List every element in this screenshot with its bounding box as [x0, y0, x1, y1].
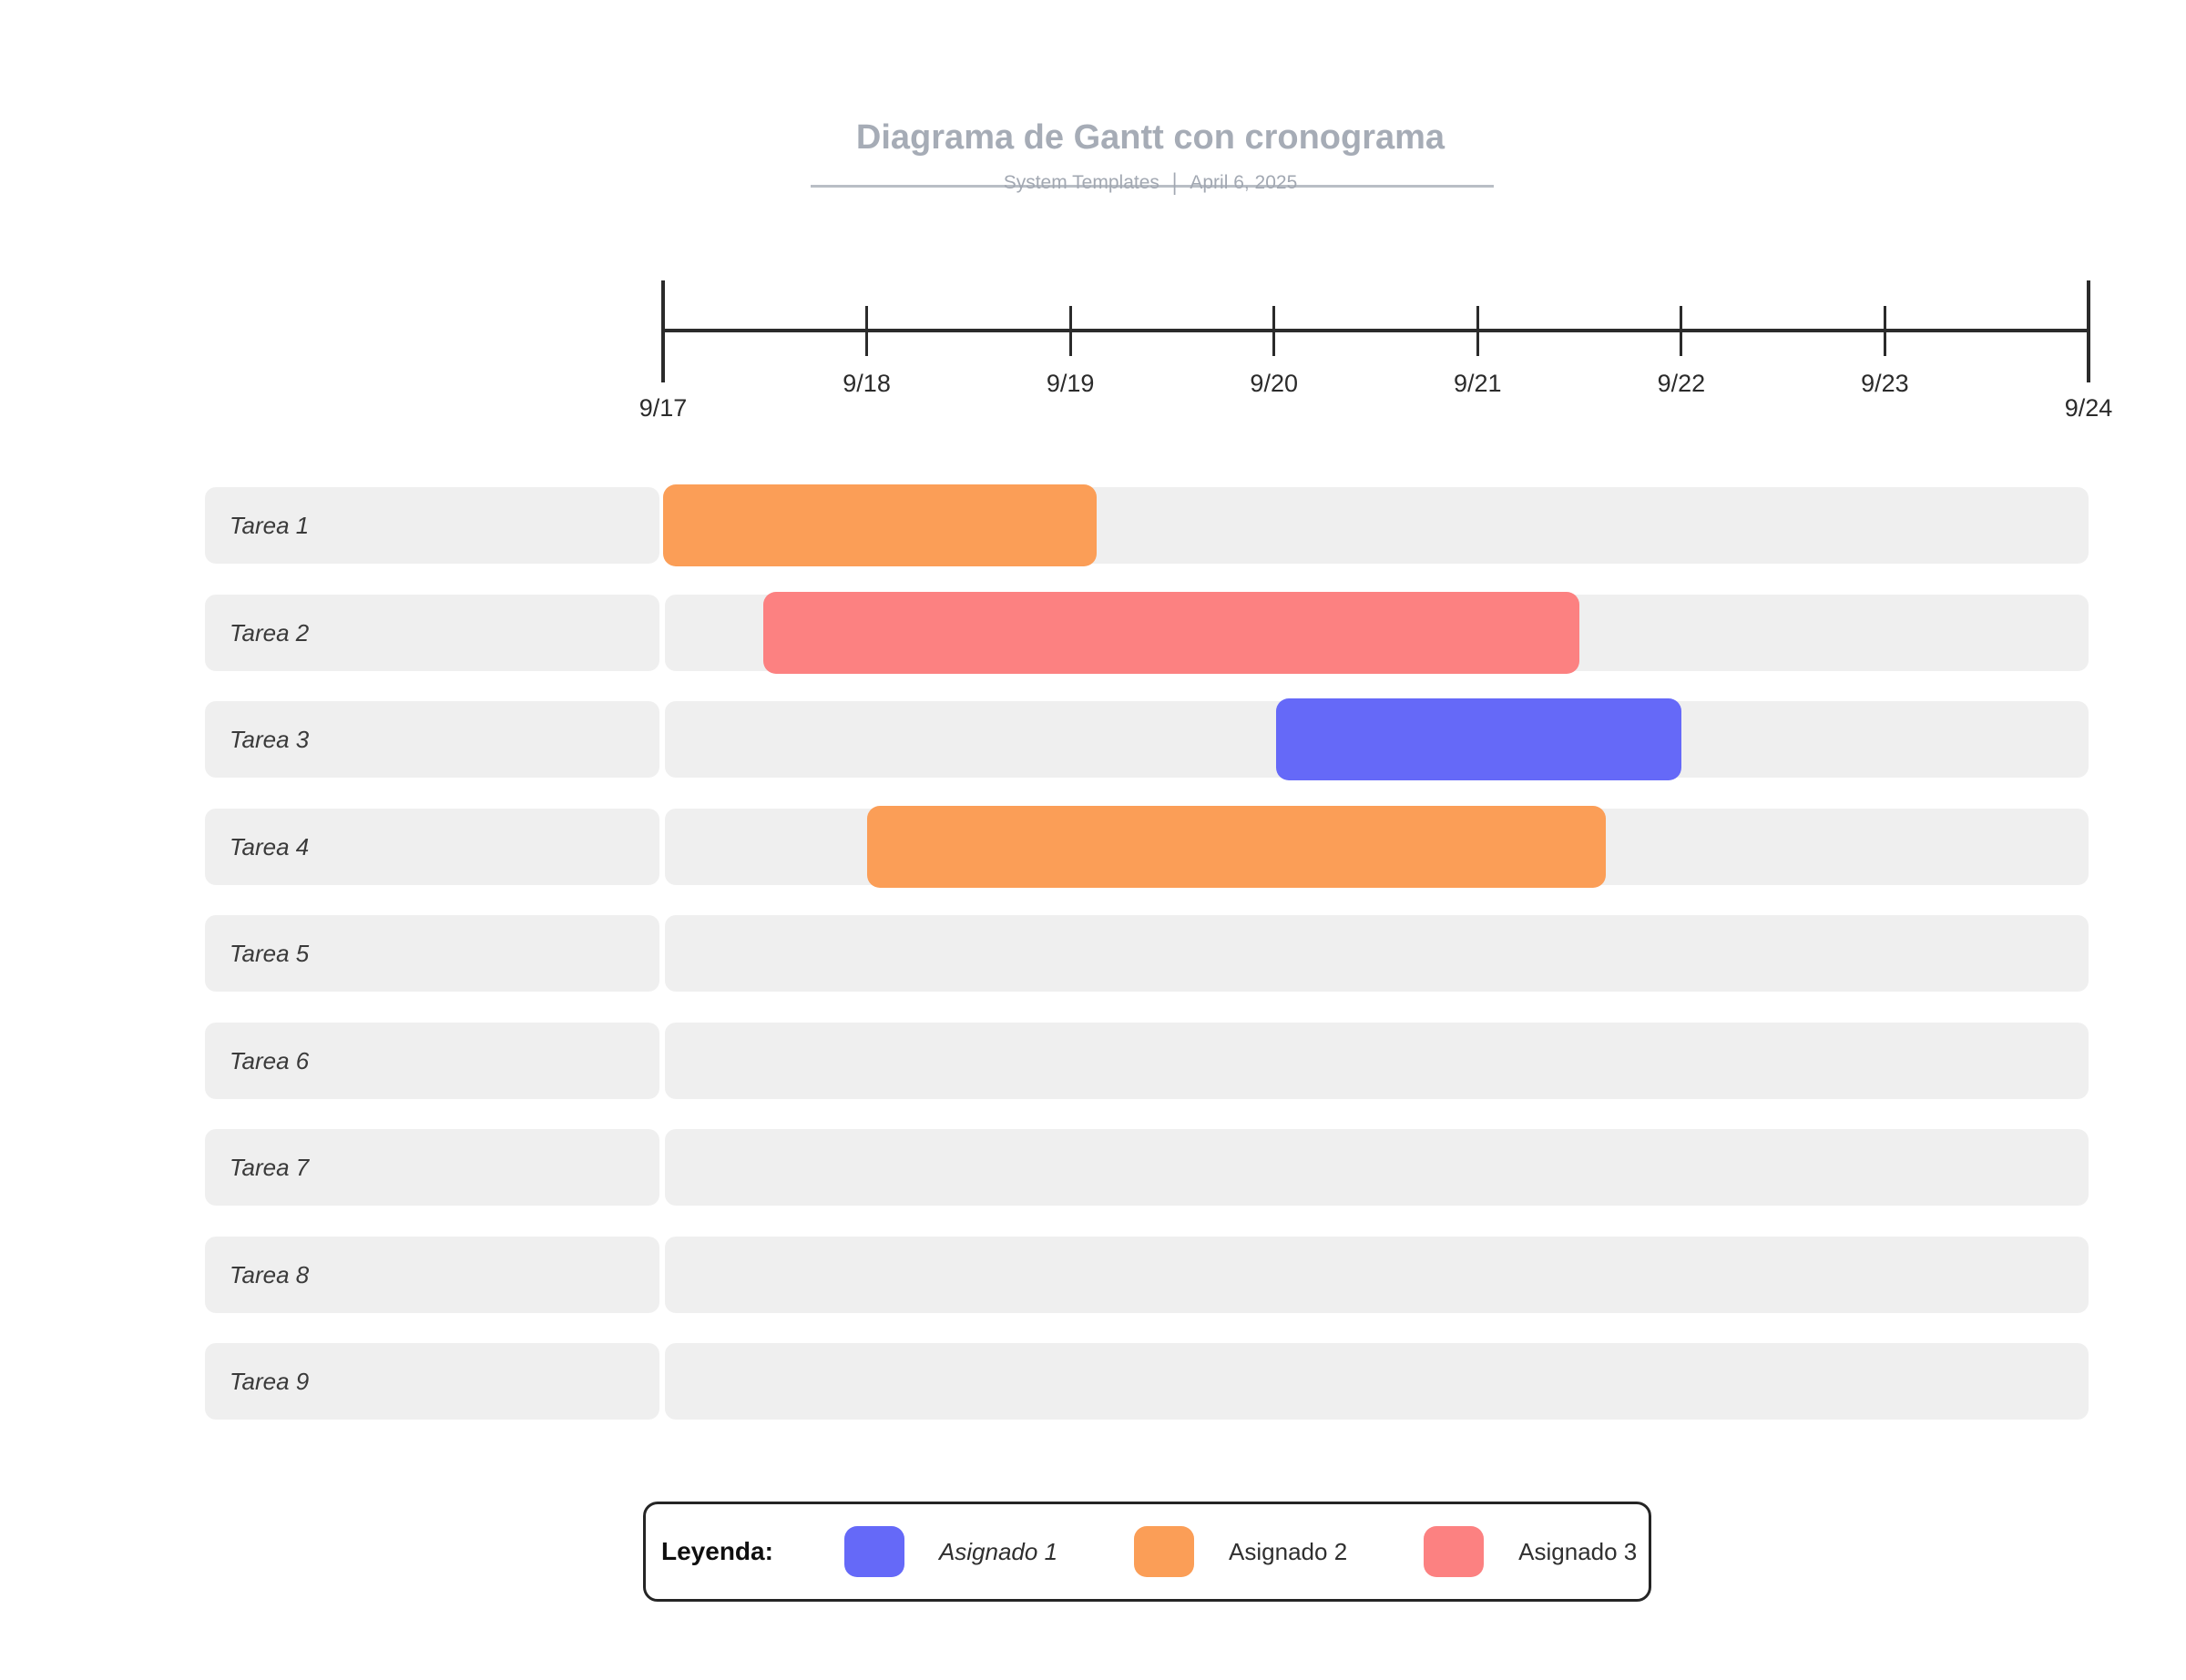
task-label: Tarea 7 [230, 1154, 310, 1181]
legend-swatch-asignado-1 [843, 1526, 904, 1577]
legend-item-label: Asignado 3 [1518, 1537, 1638, 1565]
task-label-pill [205, 595, 659, 671]
task-label: Tarea 2 [230, 619, 310, 647]
subtitle-author: System Templates [1003, 172, 1159, 193]
task-label-pill [205, 1343, 659, 1420]
task-label-pill [205, 809, 659, 885]
task-track [665, 1129, 2089, 1206]
page-subtitle: System Templates | April 6, 2025 [0, 169, 2186, 196]
legend-title: Leyenda: [661, 1537, 773, 1565]
task-label: Tarea 8 [230, 1261, 310, 1288]
axis-tick-label: 9/22 [1657, 370, 1706, 397]
axis-tick-label: 9/20 [1250, 370, 1298, 397]
task-label: Tarea 9 [230, 1368, 310, 1395]
task-label: Tarea 6 [230, 1047, 310, 1074]
legend-item: Asignado 2 [1134, 1526, 1347, 1577]
axis-tick [865, 306, 869, 356]
axis-tick [1068, 306, 1072, 356]
task-track [665, 915, 2089, 992]
legend-item-label: Asignado 2 [1229, 1537, 1348, 1565]
axis-tick [1883, 306, 1886, 356]
page-title: Diagrama de Gantt con cronograma [855, 118, 1445, 157]
axis-tick [1680, 306, 1683, 356]
axis-tick-label: 9/21 [1453, 370, 1502, 397]
legend-item: Asignado 1 [843, 1526, 1058, 1577]
task-label-pill [205, 915, 659, 992]
task-track [665, 1023, 2089, 1099]
legend-item-label: Asignado 1 [938, 1537, 1058, 1565]
legend-item: Asignado 3 [1424, 1526, 1637, 1577]
gantt-bar-tarea-1[interactable] [663, 484, 1098, 566]
legend-swatch-asignado-3 [1424, 1526, 1485, 1577]
subtitle-divider: | [1171, 169, 1178, 196]
axis-tick-major [661, 280, 665, 382]
legend-items: Asignado 1 Asignado 2 Asignado 3 [843, 1526, 1713, 1577]
legend: Leyenda: Asignado 1 Asignado 2 Asignado 3 [643, 1502, 1651, 1602]
task-label-pill [205, 701, 659, 778]
axis-tick-label: 9/17 [638, 394, 688, 422]
axis-tick [1476, 306, 1479, 356]
task-track [665, 1343, 2089, 1420]
axis-tick-label: 9/24 [2064, 394, 2113, 422]
gantt-bar-tarea-2[interactable] [762, 592, 1580, 674]
axis-tick-major [2086, 280, 2090, 382]
task-label: Tarea 1 [230, 512, 310, 539]
axis-tick-label: 9/18 [843, 370, 891, 397]
axis-tick [1272, 306, 1276, 356]
gantt-bar-tarea-3[interactable] [1275, 698, 1681, 780]
legend-swatch-asignado-2 [1134, 1526, 1195, 1577]
task-label-pill [205, 1237, 659, 1313]
task-label: Tarea 5 [230, 940, 310, 967]
axis-tick-label: 9/23 [1861, 370, 1909, 397]
task-label: Tarea 3 [230, 726, 310, 753]
title-underline [811, 185, 1494, 188]
axis-tick-label: 9/19 [1046, 370, 1095, 397]
subtitle-date: April 6, 2025 [1190, 172, 1298, 193]
axis-line [663, 329, 2089, 332]
task-track [665, 1237, 2089, 1313]
task-label-pill [205, 487, 659, 564]
task-label-pill [205, 1129, 659, 1206]
task-label-pill [205, 1023, 659, 1099]
gantt-bar-tarea-4[interactable] [866, 806, 1607, 888]
task-label: Tarea 4 [230, 833, 310, 860]
